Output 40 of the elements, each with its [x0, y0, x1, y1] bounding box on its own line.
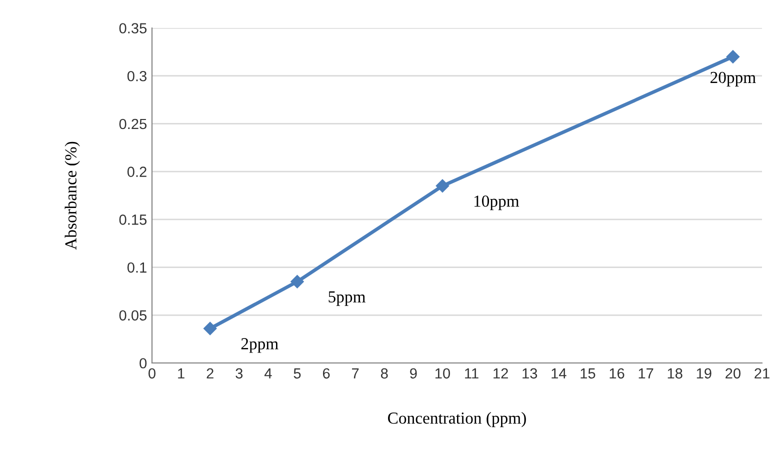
annotation: 10ppm — [474, 196, 520, 210]
x-tick-label: 18 — [668, 368, 682, 379]
x-tick-label: 3 — [236, 368, 243, 379]
x-tick-label: 10 — [435, 368, 450, 379]
x-tick-label: 0 — [148, 368, 156, 379]
x-tick-label: 11 — [465, 368, 478, 378]
x-tick-label: 2 — [206, 368, 214, 378]
x-tick-label: 17 — [638, 368, 654, 378]
annotation: 5ppm — [328, 291, 366, 306]
y-tick-label: 0.15 — [119, 214, 147, 225]
x-tick-label: 6 — [322, 368, 330, 379]
annotation: 2ppm — [241, 338, 278, 353]
point — [290, 275, 304, 288]
x-tick-label: 4 — [264, 368, 272, 378]
x-tick-label: 9 — [410, 368, 417, 379]
y-tick-label: 0.25 — [119, 118, 147, 130]
x-tick-label: 19 — [696, 368, 712, 379]
x-tick-label: 13 — [522, 368, 538, 379]
x-tick-label: 8 — [380, 368, 388, 379]
x-tick-label: 16 — [610, 368, 624, 379]
y-tick-label: 0 — [140, 358, 147, 368]
y-tick-label: 0.2 — [127, 166, 146, 177]
y-tick-label: 0.35 — [119, 23, 147, 34]
x-tick-label: 5 — [294, 368, 301, 379]
x-tick-label: 21 — [754, 368, 770, 378]
y-tick-label: 0.05 — [119, 310, 147, 321]
point — [726, 50, 740, 64]
x-tick-label: 1 — [178, 368, 184, 378]
point — [436, 179, 450, 193]
annotation: 20ppm — [710, 72, 756, 86]
x-tick-label: 20 — [726, 368, 740, 379]
x-axis-title: Concentration (ppm) — [388, 412, 526, 428]
x-tick-label: 12 — [494, 368, 508, 378]
y-axis-title: Absorbance (%) — [64, 142, 80, 250]
x-tick-label: 15 — [580, 368, 596, 379]
x-tick-label: 14 — [552, 368, 566, 378]
y-tick-label: 0.1 — [127, 262, 146, 273]
y-tick-label: 0.3 — [127, 70, 146, 82]
x-tick-label: 7 — [352, 368, 359, 378]
point — [204, 322, 217, 336]
